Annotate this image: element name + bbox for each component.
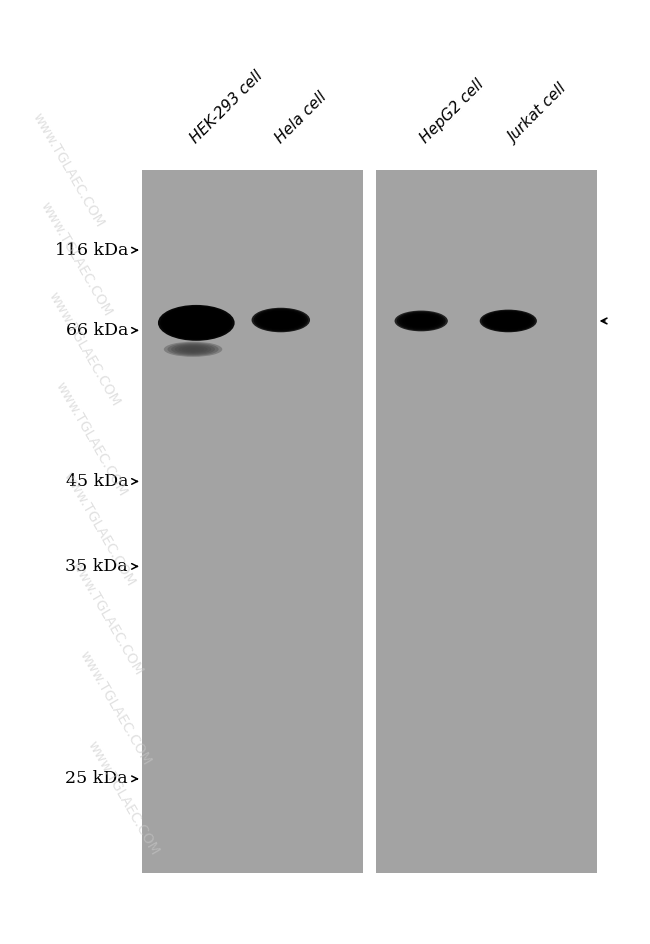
Ellipse shape — [268, 314, 293, 326]
Ellipse shape — [406, 315, 437, 327]
Text: HEK-293 cell: HEK-293 cell — [188, 68, 266, 146]
Text: 45 kDa: 45 kDa — [66, 473, 128, 490]
Ellipse shape — [168, 310, 225, 336]
Ellipse shape — [165, 309, 227, 337]
Ellipse shape — [482, 311, 535, 331]
Ellipse shape — [498, 317, 519, 325]
Ellipse shape — [412, 317, 430, 325]
Ellipse shape — [401, 313, 441, 329]
Ellipse shape — [185, 317, 208, 329]
Ellipse shape — [175, 312, 218, 333]
Ellipse shape — [255, 310, 306, 330]
Text: HepG2 cell: HepG2 cell — [417, 76, 487, 146]
Ellipse shape — [179, 315, 213, 330]
Ellipse shape — [164, 342, 222, 357]
Text: www.TGLAEC.COM: www.TGLAEC.COM — [77, 649, 153, 767]
Text: www.TGLAEC.COM: www.TGLAEC.COM — [30, 110, 107, 229]
Text: www.TGLAEC.COM: www.TGLAEC.COM — [46, 290, 122, 409]
Ellipse shape — [408, 315, 434, 326]
Ellipse shape — [158, 305, 235, 341]
Ellipse shape — [161, 306, 232, 340]
Ellipse shape — [410, 316, 432, 326]
Ellipse shape — [172, 312, 220, 334]
Ellipse shape — [484, 312, 533, 330]
Text: 116 kDa: 116 kDa — [55, 242, 128, 259]
Ellipse shape — [399, 312, 443, 329]
Ellipse shape — [502, 318, 514, 324]
Ellipse shape — [178, 346, 207, 353]
Text: www.TGLAEC.COM: www.TGLAEC.COM — [38, 200, 114, 319]
Text: www.TGLAEC.COM: www.TGLAEC.COM — [61, 469, 138, 588]
Bar — [142, 170, 363, 873]
Ellipse shape — [266, 313, 295, 326]
Ellipse shape — [488, 312, 528, 329]
Ellipse shape — [170, 311, 223, 335]
Ellipse shape — [252, 308, 310, 332]
Ellipse shape — [274, 317, 287, 323]
Ellipse shape — [270, 315, 291, 325]
Ellipse shape — [396, 312, 446, 330]
Text: 35 kDa: 35 kDa — [66, 558, 128, 575]
Ellipse shape — [262, 312, 300, 328]
Ellipse shape — [175, 345, 211, 354]
Ellipse shape — [404, 314, 439, 328]
Bar — [376, 170, 597, 873]
Ellipse shape — [490, 313, 526, 329]
Ellipse shape — [486, 312, 531, 329]
Ellipse shape — [415, 318, 428, 324]
Ellipse shape — [162, 307, 230, 339]
Text: Jurkat cell: Jurkat cell — [506, 82, 570, 146]
Text: 25 kDa: 25 kDa — [66, 770, 128, 787]
Ellipse shape — [258, 311, 304, 329]
Text: www.TGLAEC.COM: www.TGLAEC.COM — [53, 379, 130, 498]
Ellipse shape — [182, 316, 211, 329]
Ellipse shape — [177, 313, 216, 331]
Ellipse shape — [187, 318, 206, 328]
Ellipse shape — [254, 309, 308, 331]
Ellipse shape — [494, 315, 523, 327]
Ellipse shape — [168, 343, 218, 356]
Ellipse shape — [272, 316, 289, 324]
Ellipse shape — [496, 316, 521, 326]
Ellipse shape — [171, 344, 215, 355]
Text: www.TGLAEC.COM: www.TGLAEC.COM — [69, 559, 146, 678]
Text: www.TGLAEC.COM: www.TGLAEC.COM — [84, 738, 161, 857]
Text: Hela cell: Hela cell — [272, 90, 329, 146]
Ellipse shape — [500, 318, 517, 324]
Ellipse shape — [492, 314, 525, 328]
Ellipse shape — [260, 312, 302, 329]
Text: 66 kDa: 66 kDa — [66, 322, 128, 339]
Ellipse shape — [395, 311, 448, 331]
Ellipse shape — [264, 313, 298, 327]
Ellipse shape — [480, 310, 537, 332]
